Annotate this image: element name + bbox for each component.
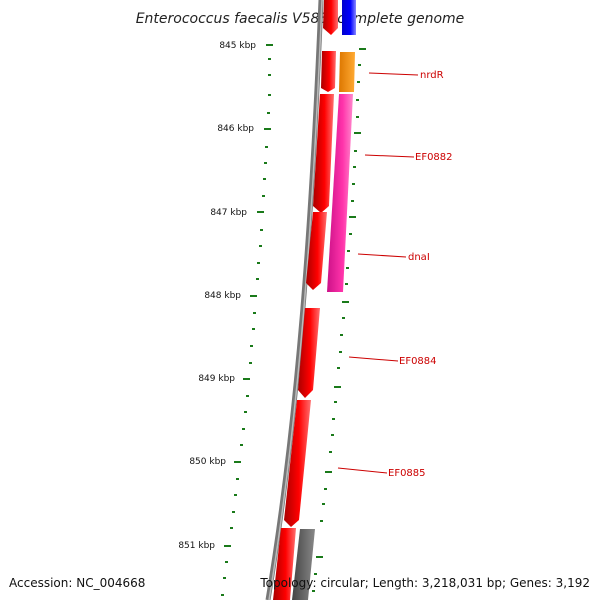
gene-forward[interactable] (323, 0, 338, 35)
outer-tick-track (221, 58, 271, 596)
leader-lines (337, 72, 419, 474)
gene-forward[interactable] (306, 212, 327, 290)
genome-summary-text: Topology: circular; Length: 3,218,031 bp… (260, 576, 590, 590)
kbp-label: 847 kbp (210, 208, 247, 218)
kbp-label: 850 kbp (189, 457, 226, 467)
gene-orange[interactable] (339, 52, 355, 92)
gene-blue[interactable] (342, 0, 356, 35)
genome-backbone-highlight (268, 0, 323, 600)
gene-label-ef0882[interactable]: EF0882 (415, 152, 453, 163)
gene-forward[interactable] (298, 308, 320, 398)
outer-major-ticks (224, 44, 273, 547)
kbp-label: 851 kbp (178, 541, 215, 551)
gene-label-nrdr[interactable]: nrdR (420, 70, 444, 81)
accession-text: Accession: NC_004668 (9, 576, 146, 590)
gene-forward[interactable] (321, 51, 336, 92)
gene-label-ef0884[interactable]: EF0884 (399, 356, 437, 367)
genome-backbone (265, 0, 324, 600)
gene-forward[interactable] (313, 94, 334, 213)
inner-tick-track (312, 48, 366, 592)
map-title: Enterococcus faecalis V583, complete gen… (136, 11, 465, 27)
gene-label-dnai[interactable]: dnaI (408, 252, 430, 263)
gene-gray[interactable] (292, 529, 315, 600)
kbp-label: 845 kbp (219, 41, 256, 51)
kbp-label: 846 kbp (217, 124, 254, 134)
kbp-label: 849 kbp (198, 374, 235, 384)
gene-magenta[interactable] (327, 94, 353, 292)
kbp-label: 848 kbp (204, 291, 241, 301)
gene-forward[interactable] (273, 528, 296, 600)
gene-forward[interactable] (284, 400, 311, 527)
gene-label-ef0885[interactable]: EF0885 (388, 468, 426, 479)
